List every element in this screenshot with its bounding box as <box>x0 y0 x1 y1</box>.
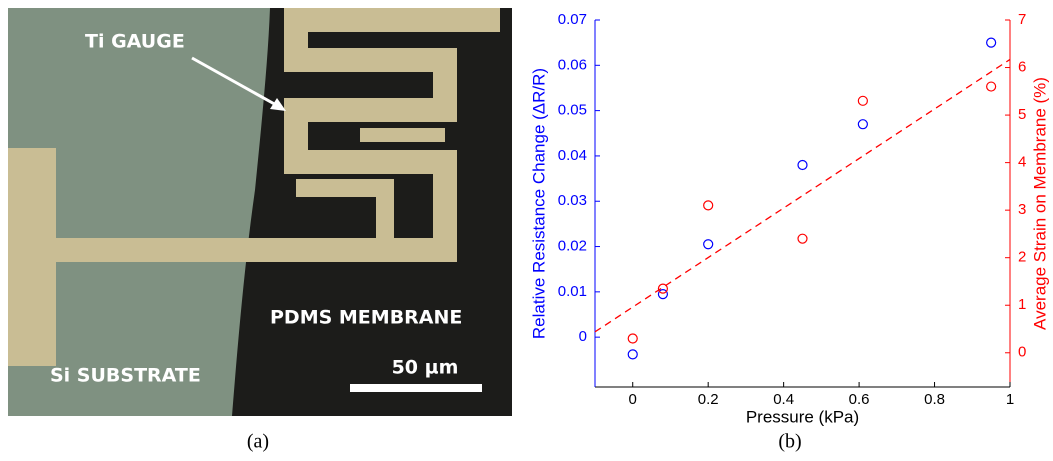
data-point <box>628 350 637 359</box>
y-axis-label: Relative Resistance Change (ΔR/R) <box>529 68 548 339</box>
data-point <box>704 201 713 210</box>
gauge-label: Ti GAUGE <box>85 31 185 53</box>
x-tick-label: 0.8 <box>924 391 945 408</box>
y2-tick-label: 5 <box>1018 106 1026 123</box>
x-tick-label: 1 <box>1006 391 1014 408</box>
y-tick-label: 0.02 <box>558 238 587 255</box>
y2-tick-label: 2 <box>1018 249 1026 266</box>
x-tick-label: 0.4 <box>773 391 794 408</box>
membrane-label: PDMS MEMBRANE <box>270 307 462 329</box>
scale-label: 50 µm <box>392 357 459 379</box>
fit-line <box>595 59 1010 331</box>
y-tick-label: 0.04 <box>558 147 587 164</box>
x-tick-label: 0.2 <box>698 391 719 408</box>
caption-b: (b) <box>778 431 801 453</box>
y-tick-label: 0.03 <box>558 192 587 209</box>
data-point <box>704 240 713 249</box>
contact-pad <box>8 148 56 366</box>
data-point <box>987 38 996 47</box>
y-tick-label: 0.06 <box>558 56 587 73</box>
substrate-label: Si SUBSTRATE <box>50 365 201 387</box>
y2-tick-label: 4 <box>1018 154 1026 171</box>
y2-tick-label: 7 <box>1018 11 1026 28</box>
data-point <box>798 234 807 243</box>
data-point <box>798 160 807 169</box>
y-tick-label: 0.01 <box>558 283 587 300</box>
y-tick-label: 0 <box>579 328 587 345</box>
data-point <box>987 82 996 91</box>
y2-tick-label: 0 <box>1018 344 1026 361</box>
chart: 0 0.2 0.4 0.6 0.8 1 0 0.01 0.02 0.03 0.04 0.05 0.06 0… <box>529 11 1049 427</box>
y2-tick-label: 3 <box>1018 201 1026 218</box>
y2-tick-label: 6 <box>1018 59 1026 76</box>
data-point <box>858 120 867 129</box>
figure: Ti GAUGE PDMS MEMBRANE Si SUBSTRATE 50 µ… <box>0 0 1053 461</box>
data-point <box>628 334 637 343</box>
y2-axis-label: Average Strain on Membrane (%) <box>1030 77 1049 330</box>
scale-bar <box>350 384 482 392</box>
data-point <box>858 96 867 105</box>
x-axis-label: Pressure (kPa) <box>746 407 859 426</box>
x-tick-label: 0.6 <box>849 391 870 408</box>
x-tick-label: 0 <box>629 391 637 408</box>
y-tick-label: 0.05 <box>558 102 587 119</box>
caption-a: (a) <box>247 431 269 453</box>
page: {"panel_a": {"labels": {"gauge": "Ti GAU… <box>0 0 1053 461</box>
y2-tick-label: 1 <box>1018 296 1026 313</box>
y-tick-label: 0.07 <box>558 11 587 28</box>
micrograph: Ti GAUGE PDMS MEMBRANE Si SUBSTRATE 50 µ… <box>8 8 512 416</box>
